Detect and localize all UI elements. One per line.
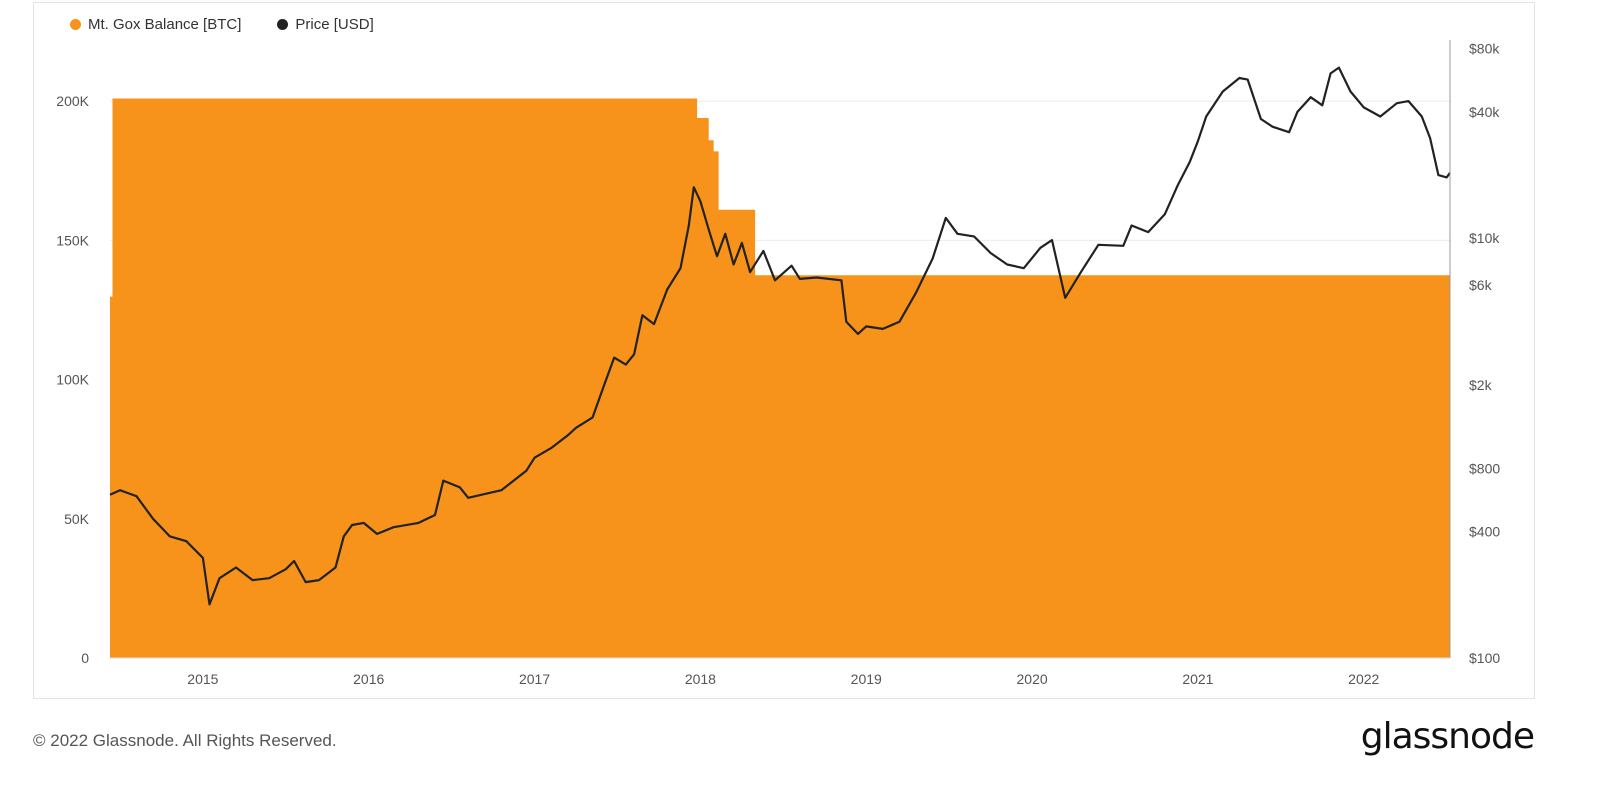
y-left-tick-label: 100K <box>56 372 89 388</box>
copyright-text: © 2022 Glassnode. All Rights Reserved. <box>33 731 337 750</box>
x-tick-label: 2022 <box>1348 671 1379 687</box>
y-right-tick-label: $80k <box>1469 41 1500 57</box>
y-right-tick-label: $400 <box>1469 524 1500 540</box>
x-tick-label: 2015 <box>187 671 218 687</box>
series-area-balance <box>110 98 1450 658</box>
legend-item-balance[interactable]: Mt. Gox Balance [BTC] <box>70 16 241 33</box>
chart-panel <box>33 2 1535 699</box>
chart-legend: Mt. Gox Balance [BTC] Price [USD] <box>70 16 374 33</box>
y-right-tick-label: $6k <box>1469 277 1493 293</box>
x-tick-label: 2021 <box>1182 671 1213 687</box>
y-right-tick-label: $10k <box>1469 230 1500 246</box>
y-right-tick-label: $100 <box>1469 650 1500 666</box>
x-tick-label: 2019 <box>851 671 882 687</box>
circle-dot-icon <box>70 19 81 30</box>
y-left-tick-label: 50K <box>64 511 90 527</box>
y-right-tick-label: $2k <box>1469 377 1493 393</box>
x-tick-label: 2017 <box>519 671 550 687</box>
circle-dot-icon <box>277 19 289 30</box>
y-left-tick-label: 0 <box>81 650 89 666</box>
x-tick-label: 2020 <box>1017 671 1048 687</box>
legend-label-balance: Mt. Gox Balance [BTC] <box>88 16 242 33</box>
legend-item-price[interactable]: Price [USD] <box>277 16 374 33</box>
legend-label-price: Price [USD] <box>295 16 374 33</box>
y-right-tick-label: $40k <box>1469 104 1500 120</box>
x-tick-label: 2016 <box>353 671 384 687</box>
y-left-tick-label: 200K <box>56 93 89 109</box>
glassnode-logo: glassnode <box>1360 716 1535 757</box>
y-right-tick-label: $800 <box>1469 460 1500 476</box>
series-line-price <box>109 66 1451 606</box>
x-tick-label: 2018 <box>685 671 716 687</box>
y-left-tick-label: 150K <box>56 232 89 248</box>
